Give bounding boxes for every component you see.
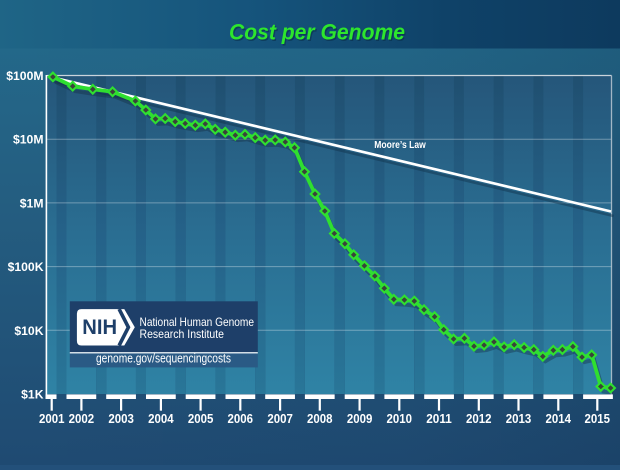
svg-text:2007: 2007: [267, 412, 293, 426]
svg-text:Cost per Genome: Cost per Genome: [229, 20, 405, 45]
svg-text:2006: 2006: [228, 412, 254, 426]
svg-text:$100M: $100M: [6, 69, 43, 83]
svg-text:$100K: $100K: [8, 260, 44, 274]
svg-text:$10K: $10K: [14, 324, 43, 338]
svg-text:Moore’s Law: Moore’s Law: [374, 140, 426, 151]
svg-text:$1M: $1M: [20, 196, 44, 210]
svg-text:2001: 2001: [39, 412, 65, 426]
svg-text:2003: 2003: [108, 412, 134, 426]
svg-text:2002: 2002: [69, 412, 95, 426]
svg-text:2013: 2013: [506, 412, 532, 426]
svg-text:2010: 2010: [387, 412, 413, 426]
svg-text:2014: 2014: [546, 412, 572, 426]
svg-text:2005: 2005: [188, 412, 214, 426]
svg-text:2008: 2008: [307, 412, 333, 426]
svg-text:$10M: $10M: [13, 133, 44, 147]
svg-text:2015: 2015: [585, 412, 611, 426]
svg-text:2004: 2004: [148, 412, 174, 426]
svg-text:2011: 2011: [426, 412, 452, 426]
svg-text:Research Institute: Research Institute: [140, 327, 225, 341]
svg-text:$1K: $1K: [21, 388, 44, 402]
svg-text:2009: 2009: [347, 412, 373, 426]
svg-text:genome.gov/sequencingcosts: genome.gov/sequencingcosts: [96, 352, 231, 366]
svg-text:NIH: NIH: [82, 316, 117, 339]
svg-text:Cost per Genome: Cost per Genome: [230, 21, 406, 46]
svg-text:National Human Genome: National Human Genome: [140, 315, 255, 329]
svg-text:2012: 2012: [466, 412, 492, 426]
